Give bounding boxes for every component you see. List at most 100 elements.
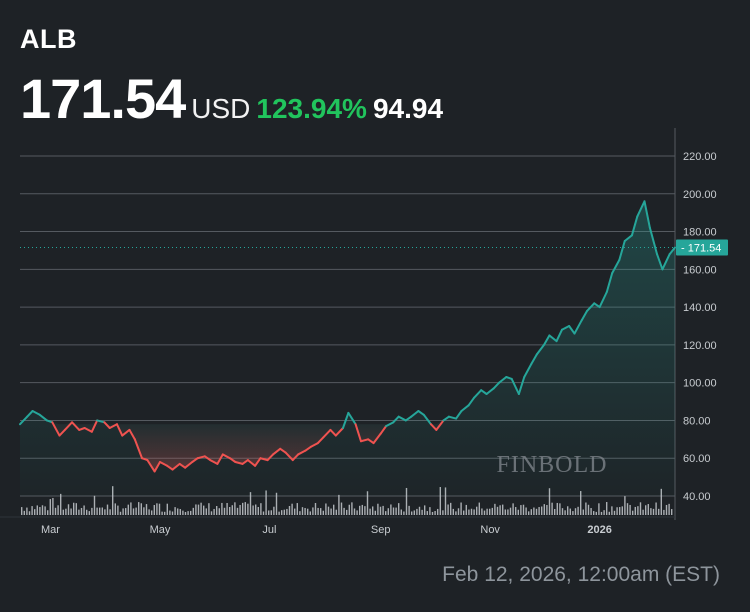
volume-bar: [379, 506, 382, 515]
price-line-segment: [618, 240, 626, 261]
volume-bar: [577, 506, 579, 515]
price-line-segment: [580, 309, 589, 322]
volume-bar: [387, 508, 389, 515]
price-line-segment: [523, 362, 533, 378]
volume-bar: [616, 507, 618, 515]
volume-bar: [593, 511, 595, 515]
price-line-segment: [38, 413, 48, 422]
volume-bar: [390, 504, 392, 515]
volume-bar: [200, 502, 202, 515]
volume-bar: [205, 508, 207, 515]
volume-bar: [590, 508, 592, 515]
price-line-segment: [209, 459, 219, 465]
volume-bar: [652, 508, 655, 515]
price-line-segment: [460, 404, 470, 412]
volume-bar: [587, 504, 590, 515]
price-line-segment: [171, 462, 181, 471]
volume-bar: [255, 504, 257, 515]
price-line-segment: [648, 226, 659, 256]
volume-bar: [75, 503, 77, 515]
price-line-segment: [568, 325, 576, 335]
volume-bar: [496, 506, 499, 515]
price-line-segment: [555, 328, 563, 343]
volume-bar: [598, 503, 600, 515]
price-line-segment: [153, 461, 161, 473]
volume-bar: [392, 507, 395, 515]
volume-bar: [296, 503, 298, 515]
volume-bar: [273, 506, 275, 515]
volume-bar: [197, 504, 200, 515]
price-line-segment: [316, 436, 325, 445]
price-line-segment: [342, 411, 350, 429]
volume-bar: [606, 502, 608, 515]
volume-bar: [101, 507, 103, 515]
price-line-segment: [661, 253, 671, 271]
current-price: 171.54: [20, 67, 186, 130]
volume-bar: [299, 511, 301, 515]
volume-bar: [502, 504, 504, 515]
volume-bar: [582, 509, 584, 515]
volume-bar: [455, 511, 457, 515]
volume-bar: [343, 507, 345, 515]
price-line-segment: [467, 396, 476, 407]
price-line-segment: [121, 428, 131, 437]
volume-bar: [114, 503, 116, 515]
price-line-segment: [385, 421, 395, 428]
volume-bar: [348, 504, 350, 515]
volume-bar: [564, 510, 566, 515]
volume-bar: [338, 494, 340, 515]
price-line-segment: [71, 421, 81, 431]
volume-bar: [229, 507, 231, 515]
volume-bar: [52, 497, 54, 515]
volume-bar: [398, 503, 400, 515]
price-line-segment: [128, 428, 136, 441]
volume-bar: [122, 508, 124, 515]
price-line-segment: [254, 457, 262, 467]
volume-bar: [62, 509, 64, 515]
volume-bar: [125, 508, 127, 515]
volume-bar: [270, 510, 272, 515]
price-line-segment: [196, 455, 206, 460]
volume-bar: [216, 505, 218, 515]
volume-bar: [226, 503, 228, 515]
volume-bar: [39, 507, 41, 515]
volume-bar: [504, 509, 506, 515]
volume-bar: [119, 511, 122, 515]
volume-bar: [26, 507, 28, 515]
volume-bar: [629, 504, 631, 515]
volume-bar: [546, 504, 548, 515]
price-line-segment: [178, 462, 187, 469]
price-line-segment: [259, 457, 269, 462]
volume-bar: [408, 505, 410, 515]
price-line-segment: [234, 461, 244, 465]
price-line-segment: [392, 415, 400, 424]
volume-bar: [210, 511, 213, 515]
volume-bar: [83, 505, 85, 515]
volume-bar: [663, 509, 665, 515]
volume-bar: [460, 502, 462, 515]
volume-bar: [158, 503, 161, 515]
price-line-segment: [291, 453, 300, 462]
y-tick-label: 200.00: [683, 189, 717, 201]
price-line-segment: [272, 447, 282, 456]
volume-bar: [67, 504, 70, 515]
volume-bar: [613, 510, 616, 515]
price-line-segment: [284, 451, 294, 462]
y-tick-label: 40.00: [683, 491, 711, 503]
volume-bar: [112, 486, 114, 515]
volume-bar: [499, 505, 501, 515]
price-line-segment: [146, 459, 156, 473]
volume-bar: [262, 511, 265, 515]
volume-bar: [600, 511, 603, 515]
volume-bar: [179, 509, 181, 515]
volume-bar: [395, 507, 397, 515]
volume-bar: [554, 508, 556, 515]
volume-bar: [23, 510, 25, 515]
price-line-segment: [203, 455, 212, 462]
volume-bar: [330, 508, 332, 515]
volume-bar: [632, 510, 634, 515]
volume-bar: [73, 502, 75, 515]
volume-bar: [637, 506, 639, 515]
volume-bar: [374, 510, 376, 515]
